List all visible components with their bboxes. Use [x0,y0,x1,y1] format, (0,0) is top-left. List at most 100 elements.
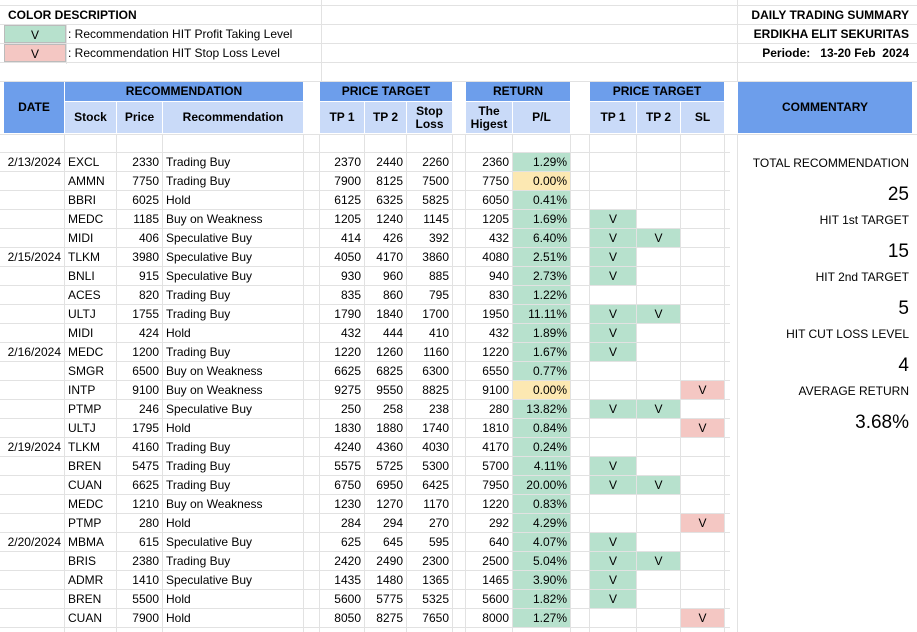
hit-tp1-cell: V [590,552,636,570]
grid-hline [0,24,917,25]
stock-cell: MEDC [68,497,104,511]
grid-hline [0,418,730,419]
hit-tp1-cell [590,495,636,513]
date-cell [4,229,64,247]
hit-sl-cell [681,590,724,608]
tp1-cell: 6750 [334,478,361,492]
stock-cell: TLKM [68,440,101,454]
pl-cell: 1.22% [513,286,570,304]
hit-tp2-cell [637,419,680,437]
tp2-cell: 645 [382,535,403,549]
hit-sl-cell: V [681,381,724,399]
stop-loss-cell: 1170 [423,497,449,511]
stock-cell: ADMR [68,573,104,587]
stock-cell: BRIS [68,554,97,568]
grid-vline [512,134,513,632]
date-cell [4,210,64,228]
recommendation-cell: Buy on Weakness [166,364,263,378]
header-hit-tp2: TP 2 [637,102,680,133]
price-cell: 1185 [133,212,159,226]
price-cell: 615 [138,535,159,549]
stock-cell: MIDI [68,231,94,245]
tp2-cell: 6950 [376,478,403,492]
price-cell: 280 [138,516,159,530]
legend-red-swatch: V [4,44,66,62]
stop-loss-cell: 1740 [422,421,449,435]
tp1-cell: 1205 [334,212,361,226]
hit-tp1-cell: V [590,210,636,228]
price-cell: 1200 [132,345,159,359]
hit-tp1-cell [590,419,636,437]
commentary-value: 3.68% [855,412,909,433]
hit-tp2-cell [637,191,680,209]
grid-hline [0,190,730,191]
hit-tp1-cell [590,381,636,399]
hit-tp2-cell [637,210,680,228]
tp1-cell: 4050 [334,250,361,264]
tp2-cell: 1270 [376,497,403,511]
stock-cell: AMMN [68,174,105,188]
grid-vline [680,134,681,632]
hit-sl-cell [681,438,724,456]
price-cell: 1755 [132,307,159,321]
tp2-cell: 426 [382,231,403,245]
tp2-cell: 5775 [376,592,403,606]
price-cell: 2330 [132,155,159,169]
date-cell [4,267,64,285]
hit-tp1-cell [590,362,636,380]
grid-vline [636,134,637,632]
stock-cell: SMGR [68,364,104,378]
hit-tp2-cell [637,172,680,190]
recommendation-cell: Trading Buy [166,155,231,169]
hit-tp2-cell [637,286,680,304]
stock-cell: ULTJ [68,421,96,435]
hit-tp2-cell [637,609,680,627]
stop-loss-cell: 595 [428,535,449,549]
pl-cell: 3.90% [513,571,570,589]
hit-tp2-cell [637,514,680,532]
hit-tp2-cell: V [637,552,680,570]
stock-cell: EXCL [68,155,100,169]
price-cell: 424 [138,326,159,340]
tp2-cell: 294 [382,516,403,530]
header-hit-group: PRICE TARGET [590,82,724,101]
hit-tp2-cell [637,571,680,589]
highest-cell: 940 [488,269,509,283]
stock-cell: ACES [68,288,101,302]
pl-cell: 0.00% [513,172,570,190]
highest-cell: 5600 [482,592,509,606]
grid-vline [116,134,117,632]
grid-vline [162,134,163,632]
grid-vline [319,134,320,632]
recommendation-cell: Hold [166,611,191,625]
stock-cell: ULTJ [68,307,96,321]
price-cell: 820 [138,288,159,302]
stock-cell: CUAN [68,478,103,492]
grid-hline [0,247,730,248]
tp2-cell: 6825 [376,364,403,378]
tp1-cell: 7900 [334,174,361,188]
header-recommendation-group: RECOMMENDATION [65,82,303,101]
highest-cell: 2360 [482,155,509,169]
tp1-cell: 9275 [334,383,361,397]
recommendation-cell: Buy on Weakness [166,383,263,397]
grid-hline [0,81,917,82]
pl-cell: 2.73% [513,267,570,285]
grid-hline [0,380,730,381]
tp1-cell: 8050 [334,611,361,625]
grid-vline [364,134,365,632]
grid-vline [406,134,407,632]
stop-loss-cell: 885 [428,269,449,283]
price-cell: 7750 [132,174,159,188]
stop-loss-cell: 7500 [422,174,449,188]
highest-cell: 7750 [482,174,509,188]
price-cell: 3980 [132,250,159,264]
hit-tp1-cell: V [590,324,636,342]
tp2-cell: 258 [382,402,403,416]
recommendation-cell: Speculative Buy [166,535,253,549]
header-tp2: TP 2 [365,102,406,133]
recommendation-cell: Trading Buy [166,288,231,302]
stock-cell: MBMA [68,535,104,549]
pl-cell: 1.27% [513,609,570,627]
grid-hline [0,608,730,609]
